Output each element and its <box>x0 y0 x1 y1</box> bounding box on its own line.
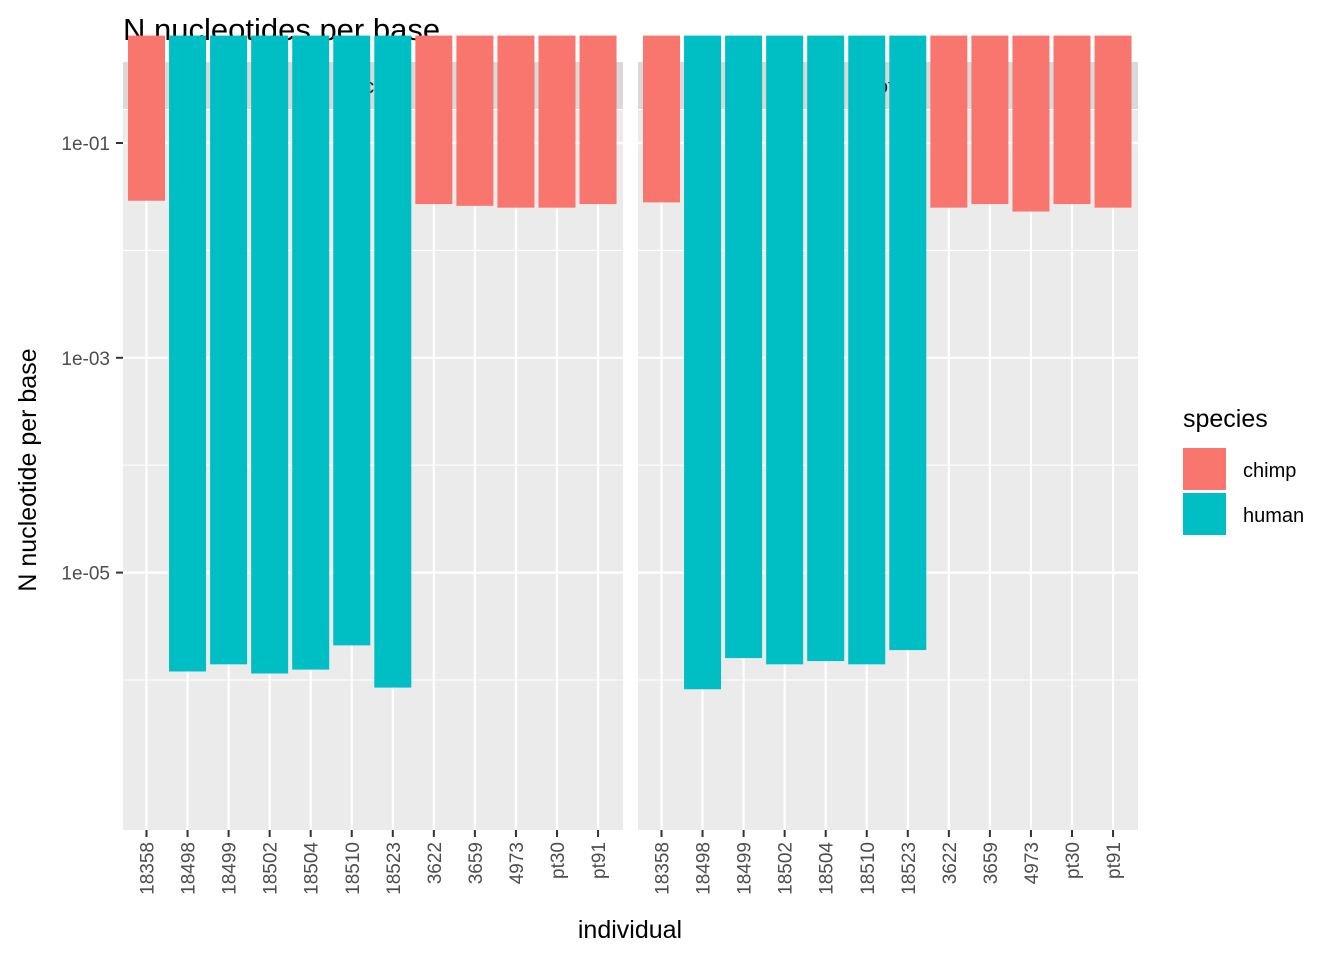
bar-nuclear-18498 <box>169 35 207 672</box>
x-tick-label: 18502 <box>776 842 797 895</box>
x-tick-label: pt91 <box>1104 842 1125 879</box>
bar-nuclear-pt91 <box>579 35 617 205</box>
x-tick-label: 18358 <box>653 842 674 895</box>
bar-total-18510 <box>848 35 886 665</box>
x-tick-label: 3659 <box>466 842 487 884</box>
y-tick-label: 1e-03 <box>61 349 110 370</box>
bar-nuclear-18504 <box>292 35 330 670</box>
bar-nuclear-18523 <box>374 35 412 688</box>
x-tick-label: 18498 <box>694 842 715 895</box>
bar-nuclear-3622 <box>415 35 453 205</box>
bar-total-18523 <box>889 35 927 651</box>
legend: species chimp human <box>1183 405 1304 535</box>
bar-total-18358 <box>643 35 680 203</box>
x-tick-label: 18523 <box>384 842 405 895</box>
x-tick-label: 3659 <box>981 842 1002 884</box>
x-tick-label: 3622 <box>425 842 446 884</box>
bar-nuclear-18358 <box>128 35 165 201</box>
x-tick-label: 18510 <box>343 842 364 895</box>
x-tick-label: 18499 <box>220 842 241 895</box>
x-tick-label: 18504 <box>817 842 838 895</box>
bar-total-18502 <box>766 35 804 665</box>
bar-total-4973 <box>1012 35 1050 212</box>
x-tick-label: 18523 <box>899 842 920 895</box>
x-tick-label: 18358 <box>138 842 159 895</box>
x-tick-label: 4973 <box>507 842 528 884</box>
bar-total-18499 <box>725 35 763 659</box>
y-axis: 1e-01 1e-03 1e-05 <box>61 134 123 585</box>
bar-nuclear-4973 <box>497 35 535 208</box>
x-tick-label: 18504 <box>302 842 323 895</box>
x-tick-label: 18502 <box>261 842 282 895</box>
bar-total-3622 <box>930 35 968 208</box>
x-tick-label: pt91 <box>589 842 610 879</box>
legend-title: species <box>1183 405 1268 433</box>
legend-label-human: human <box>1243 505 1304 527</box>
bar-nuclear-18502 <box>251 35 289 674</box>
x-tick-label: 18499 <box>735 842 756 895</box>
legend-key-chimp <box>1183 448 1226 490</box>
x-tick-label: 18498 <box>179 842 200 895</box>
y-axis-title: N nucleotide per base <box>14 348 42 591</box>
panel-background <box>638 110 1138 830</box>
x-tick-label: 18510 <box>858 842 879 895</box>
y-tick-label: 1e-05 <box>61 564 110 585</box>
legend-label-chimp: chimp <box>1243 460 1296 482</box>
bar-total-3659 <box>971 35 1009 205</box>
x-axis-title: individual <box>578 916 682 944</box>
bar-total-18504 <box>807 35 845 662</box>
x-tick-label: 3622 <box>940 842 961 884</box>
bar-total-pt30 <box>1053 35 1091 205</box>
x-tick-label: pt30 <box>548 842 569 879</box>
y-tick-label: 1e-01 <box>61 134 110 155</box>
x-tick-label: 4973 <box>1022 842 1043 884</box>
panel-background <box>123 110 623 830</box>
bar-nuclear-3659 <box>456 35 494 206</box>
bar-total-pt91 <box>1094 35 1132 208</box>
bar-nuclear-18510 <box>333 35 371 646</box>
bar-nuclear-18499 <box>210 35 248 665</box>
x-tick-label: pt30 <box>1063 842 1084 879</box>
bar-total-18498 <box>684 35 722 690</box>
legend-key-human <box>1183 493 1226 535</box>
bar-nuclear-pt30 <box>538 35 576 208</box>
